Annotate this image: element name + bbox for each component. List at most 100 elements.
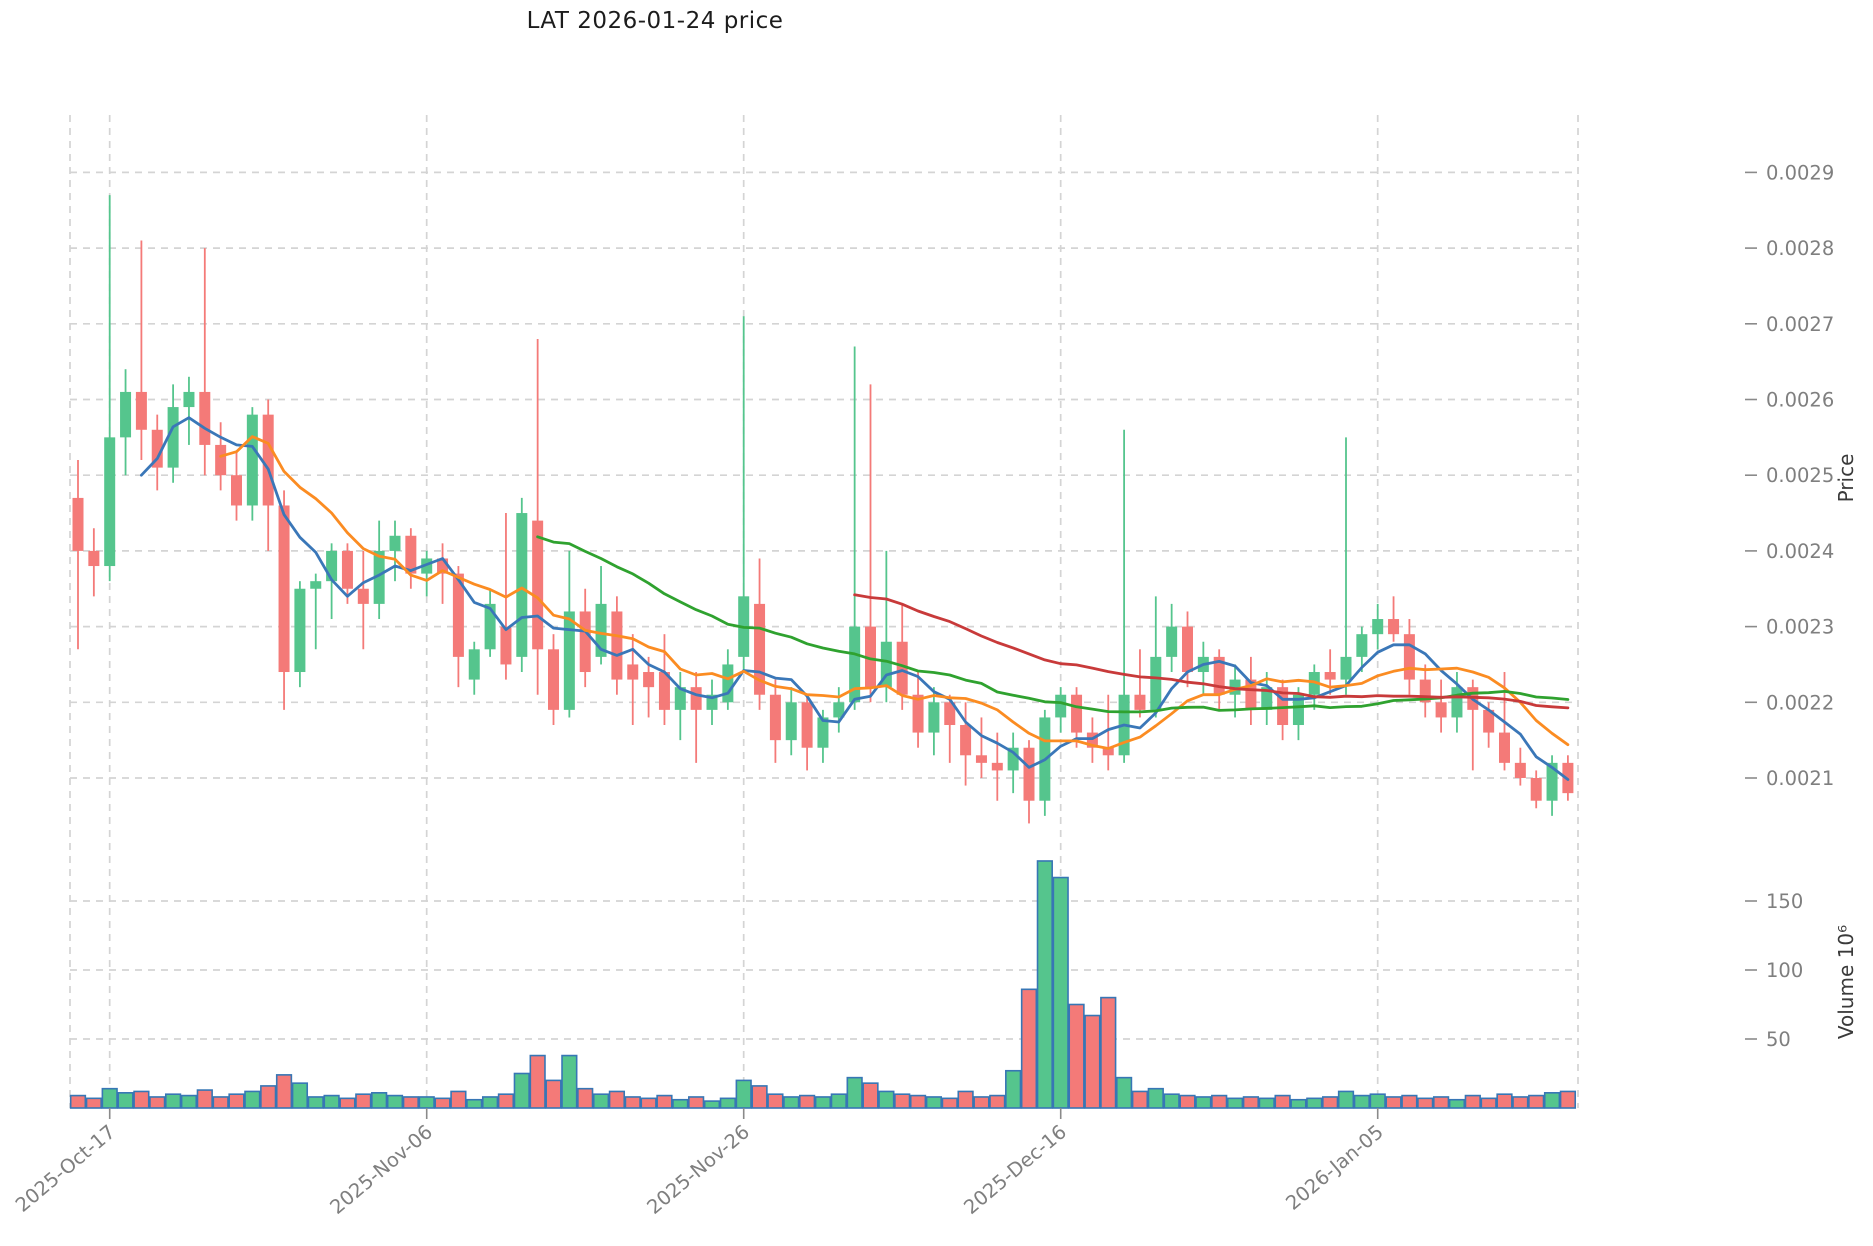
candle-body bbox=[310, 581, 322, 589]
candle-body bbox=[1166, 626, 1178, 657]
volume-bar bbox=[624, 1096, 641, 1109]
candle-body bbox=[1451, 687, 1463, 718]
volume-bar bbox=[909, 1094, 927, 1109]
candle-body bbox=[1086, 732, 1098, 748]
candle-body bbox=[611, 611, 623, 680]
candle-body bbox=[1419, 679, 1431, 703]
candle-body bbox=[833, 702, 845, 718]
volume-bar bbox=[1448, 1098, 1466, 1109]
volume-tick-label: 150 bbox=[1766, 890, 1803, 913]
ma-line-50 bbox=[853, 593, 1570, 710]
candle-body bbox=[532, 520, 544, 650]
volume-bar bbox=[608, 1090, 626, 1109]
candle-body bbox=[104, 437, 116, 567]
date-tick-label: 2025-Dec-16 bbox=[959, 1120, 1070, 1219]
volume-bar bbox=[101, 1087, 118, 1109]
candle-body bbox=[1229, 679, 1241, 695]
volume-bar bbox=[1242, 1096, 1260, 1109]
volume-bar bbox=[719, 1097, 736, 1109]
volume-bar bbox=[386, 1094, 404, 1109]
volume-bar bbox=[133, 1090, 150, 1109]
volume-bar bbox=[957, 1090, 974, 1109]
candle-body bbox=[1340, 656, 1352, 680]
candle-body bbox=[1150, 656, 1162, 710]
volume-bar bbox=[1052, 876, 1069, 1109]
candle-body bbox=[294, 588, 306, 673]
price-tick-label: 0.0028 bbox=[1766, 237, 1834, 260]
volume-bar bbox=[1163, 1093, 1180, 1109]
candle-body bbox=[849, 626, 861, 703]
candle-body bbox=[896, 641, 908, 695]
candle-body bbox=[548, 649, 559, 710]
candle-body bbox=[1403, 634, 1415, 680]
volume-bar bbox=[85, 1097, 102, 1109]
chart-title: LAT 2026-01-24 price bbox=[526, 8, 784, 34]
volume-bar bbox=[846, 1076, 863, 1109]
candle-body bbox=[516, 513, 528, 657]
candle-body bbox=[785, 702, 797, 741]
candle-body bbox=[357, 588, 369, 604]
volume-bar bbox=[1337, 1090, 1355, 1109]
candle-body bbox=[1499, 732, 1510, 763]
volume-bar bbox=[1211, 1094, 1228, 1109]
candle-body bbox=[183, 391, 195, 408]
volume-bar bbox=[989, 1094, 1006, 1109]
candle-body bbox=[1435, 702, 1447, 718]
candle-body bbox=[1372, 619, 1384, 635]
price-tick-label: 0.0027 bbox=[1766, 313, 1834, 336]
volume-bar bbox=[1179, 1094, 1196, 1109]
candle-body bbox=[801, 702, 813, 748]
volume-bar bbox=[592, 1093, 610, 1109]
candle-body bbox=[563, 611, 575, 710]
candle-body bbox=[1292, 694, 1304, 726]
volume-bar bbox=[466, 1098, 483, 1109]
candle-body bbox=[199, 391, 211, 445]
candle-body bbox=[595, 603, 607, 657]
candle-body bbox=[326, 550, 338, 582]
candle-body bbox=[912, 694, 924, 733]
volume-bar bbox=[1543, 1092, 1561, 1109]
volume-bar bbox=[69, 1094, 87, 1109]
volume-bar bbox=[973, 1096, 990, 1109]
volume-bar bbox=[402, 1096, 419, 1109]
candle-body bbox=[167, 407, 179, 468]
date-tick-label: 2025-Nov-26 bbox=[643, 1120, 754, 1219]
candle-body bbox=[1213, 656, 1225, 695]
volume-bar bbox=[1353, 1094, 1370, 1109]
candle-body bbox=[1245, 679, 1257, 710]
volume-bar bbox=[1100, 996, 1117, 1109]
volume-bar bbox=[783, 1096, 800, 1109]
candle-body bbox=[88, 550, 100, 567]
volume-bar bbox=[371, 1092, 388, 1109]
price-tick-label: 0.0029 bbox=[1766, 161, 1834, 184]
volume-bar bbox=[1131, 1090, 1149, 1109]
candle-body bbox=[278, 505, 290, 673]
candle-body bbox=[421, 558, 433, 574]
candle-body bbox=[579, 611, 591, 673]
candle-body bbox=[975, 755, 987, 763]
candle-body bbox=[1182, 626, 1193, 673]
candle-body bbox=[1324, 672, 1336, 680]
price-tick-label: 0.0025 bbox=[1766, 464, 1834, 487]
moving-average-lines bbox=[139, 416, 1570, 781]
volume-bar bbox=[561, 1054, 578, 1109]
volume-bar bbox=[339, 1097, 356, 1109]
candle-body bbox=[500, 626, 512, 665]
volume-bar bbox=[656, 1094, 673, 1109]
volume-bar bbox=[244, 1090, 261, 1109]
candle-body bbox=[1388, 619, 1400, 635]
volume-bar bbox=[117, 1092, 134, 1109]
candles bbox=[72, 195, 1574, 824]
candle-body bbox=[405, 535, 417, 574]
volume-bar bbox=[577, 1087, 594, 1109]
candle-body bbox=[880, 641, 892, 688]
volume-bar bbox=[1115, 1076, 1133, 1109]
date-tick-label: 2025-Nov-06 bbox=[326, 1120, 437, 1219]
volume-bar bbox=[1005, 1069, 1022, 1109]
volume-bar bbox=[545, 1079, 562, 1109]
volume-bar bbox=[1084, 1014, 1101, 1109]
volume-bar bbox=[1417, 1097, 1434, 1109]
candle-body bbox=[1356, 634, 1368, 657]
volume-bar bbox=[640, 1097, 657, 1109]
